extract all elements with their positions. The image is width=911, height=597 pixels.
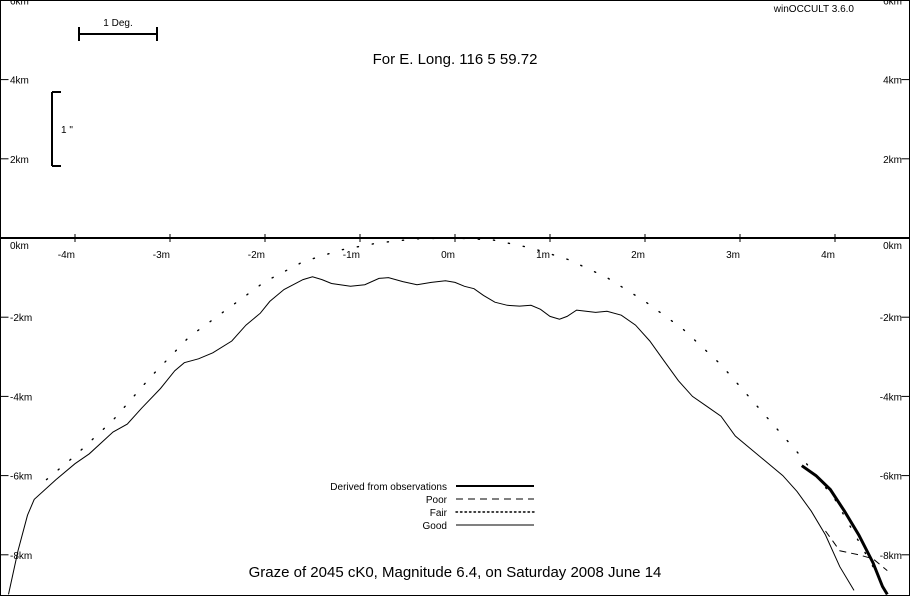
y-tick-label-left: -6km (10, 472, 32, 483)
legend-label: Derived from observations (330, 482, 447, 493)
legend-label: Good (423, 521, 447, 532)
x-tick-label: 3m (726, 250, 740, 261)
y-tick-label-left: -4km (10, 392, 32, 403)
longitude-title: For E. Long. 116 5 59.72 (373, 51, 538, 68)
y-tick-label-right: 2km (883, 155, 902, 166)
legend-label: Poor (426, 495, 448, 506)
y-tick-label-right: -8km (880, 551, 902, 562)
x-tick-label: -1m (343, 250, 360, 261)
y-tick-label-right: 6km (883, 0, 902, 7)
graze-caption: Graze of 2045 cK0, Magnitude 6.4, on Sat… (249, 564, 662, 581)
legend-label: Fair (430, 508, 448, 519)
axes-layer: -4m -3m -2m -1m 0m 1m 2m 3m 4m 6km 6km 4km 4km 2km 2km… (0, 0, 910, 562)
y-tick-label-right: -6km (880, 472, 902, 483)
y-tick-label-left: 4km (10, 76, 29, 87)
x-tick-label: 1m (536, 250, 550, 261)
x-tick-label: 4m (821, 250, 835, 261)
profile-dotted-line (45, 237, 874, 568)
x-tick-label: -4m (58, 250, 75, 261)
x-tick-label: -2m (248, 250, 265, 261)
x-tick-label: 2m (631, 250, 645, 261)
y-tick-label-left: 6km (10, 0, 29, 7)
legend: Derived from observations Poor Fair Good (330, 482, 535, 532)
profile-thick-line (800, 464, 889, 596)
x-tick-label: -3m (153, 250, 170, 261)
x-tick-label: 0m (441, 250, 455, 261)
y-tick-label-right: -2km (880, 313, 902, 324)
y-tick-label-left: -8km (10, 551, 32, 562)
y-tick-label-right: 0km (883, 241, 902, 252)
degree-bar-label: 1 Deg. (103, 18, 132, 29)
program-name: winOCCULT 3.6.0 (773, 4, 855, 15)
y-tick-label-right: -4km (880, 392, 902, 403)
profile-solid-line (8, 276, 855, 595)
arcsec-bar-label: 1 " (61, 125, 73, 136)
degree-scale-bar: 1 Deg. (78, 18, 158, 41)
y-tick-label-left: 0km (10, 241, 29, 252)
y-tick-label-left: 2km (10, 155, 29, 166)
profile-series-layer (8, 237, 889, 596)
arcsec-scale-bar: 1 " (51, 91, 73, 167)
y-tick-label-right: 4km (883, 76, 902, 87)
profile-dashed-line (825, 530, 888, 571)
y-tick-label-left: -2km (10, 313, 32, 324)
